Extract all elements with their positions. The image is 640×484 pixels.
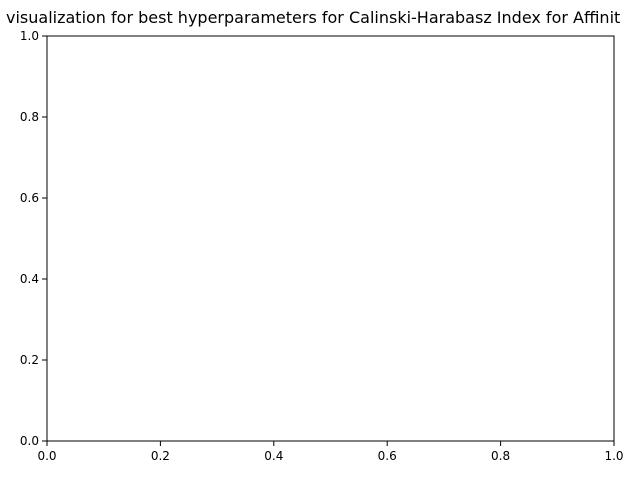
y-tick-label: 0.8 [20, 110, 39, 124]
x-tick-label: 0.4 [264, 449, 283, 463]
x-tick-label: 0.0 [37, 449, 56, 463]
x-tick-label: 1.0 [604, 449, 623, 463]
x-tick-label: 0.6 [378, 449, 397, 463]
y-tick-label: 0.4 [20, 272, 39, 286]
y-tick-label: 0.2 [20, 353, 39, 367]
plot-area [46, 35, 615, 442]
x-axis: 0.0 0.2 0.4 0.6 0.8 1.0 [37, 441, 624, 463]
x-tick-label: 0.2 [151, 449, 170, 463]
y-tick-label: 0.6 [20, 191, 39, 205]
x-tick-label: 0.8 [491, 449, 510, 463]
y-tick-label: 1.0 [20, 29, 39, 43]
y-axis: 0.0 0.2 0.4 0.6 0.8 1.0 [20, 29, 47, 448]
y-tick-label: 0.0 [20, 434, 39, 448]
chart-title: visualization for best hyperparameters f… [6, 8, 620, 27]
